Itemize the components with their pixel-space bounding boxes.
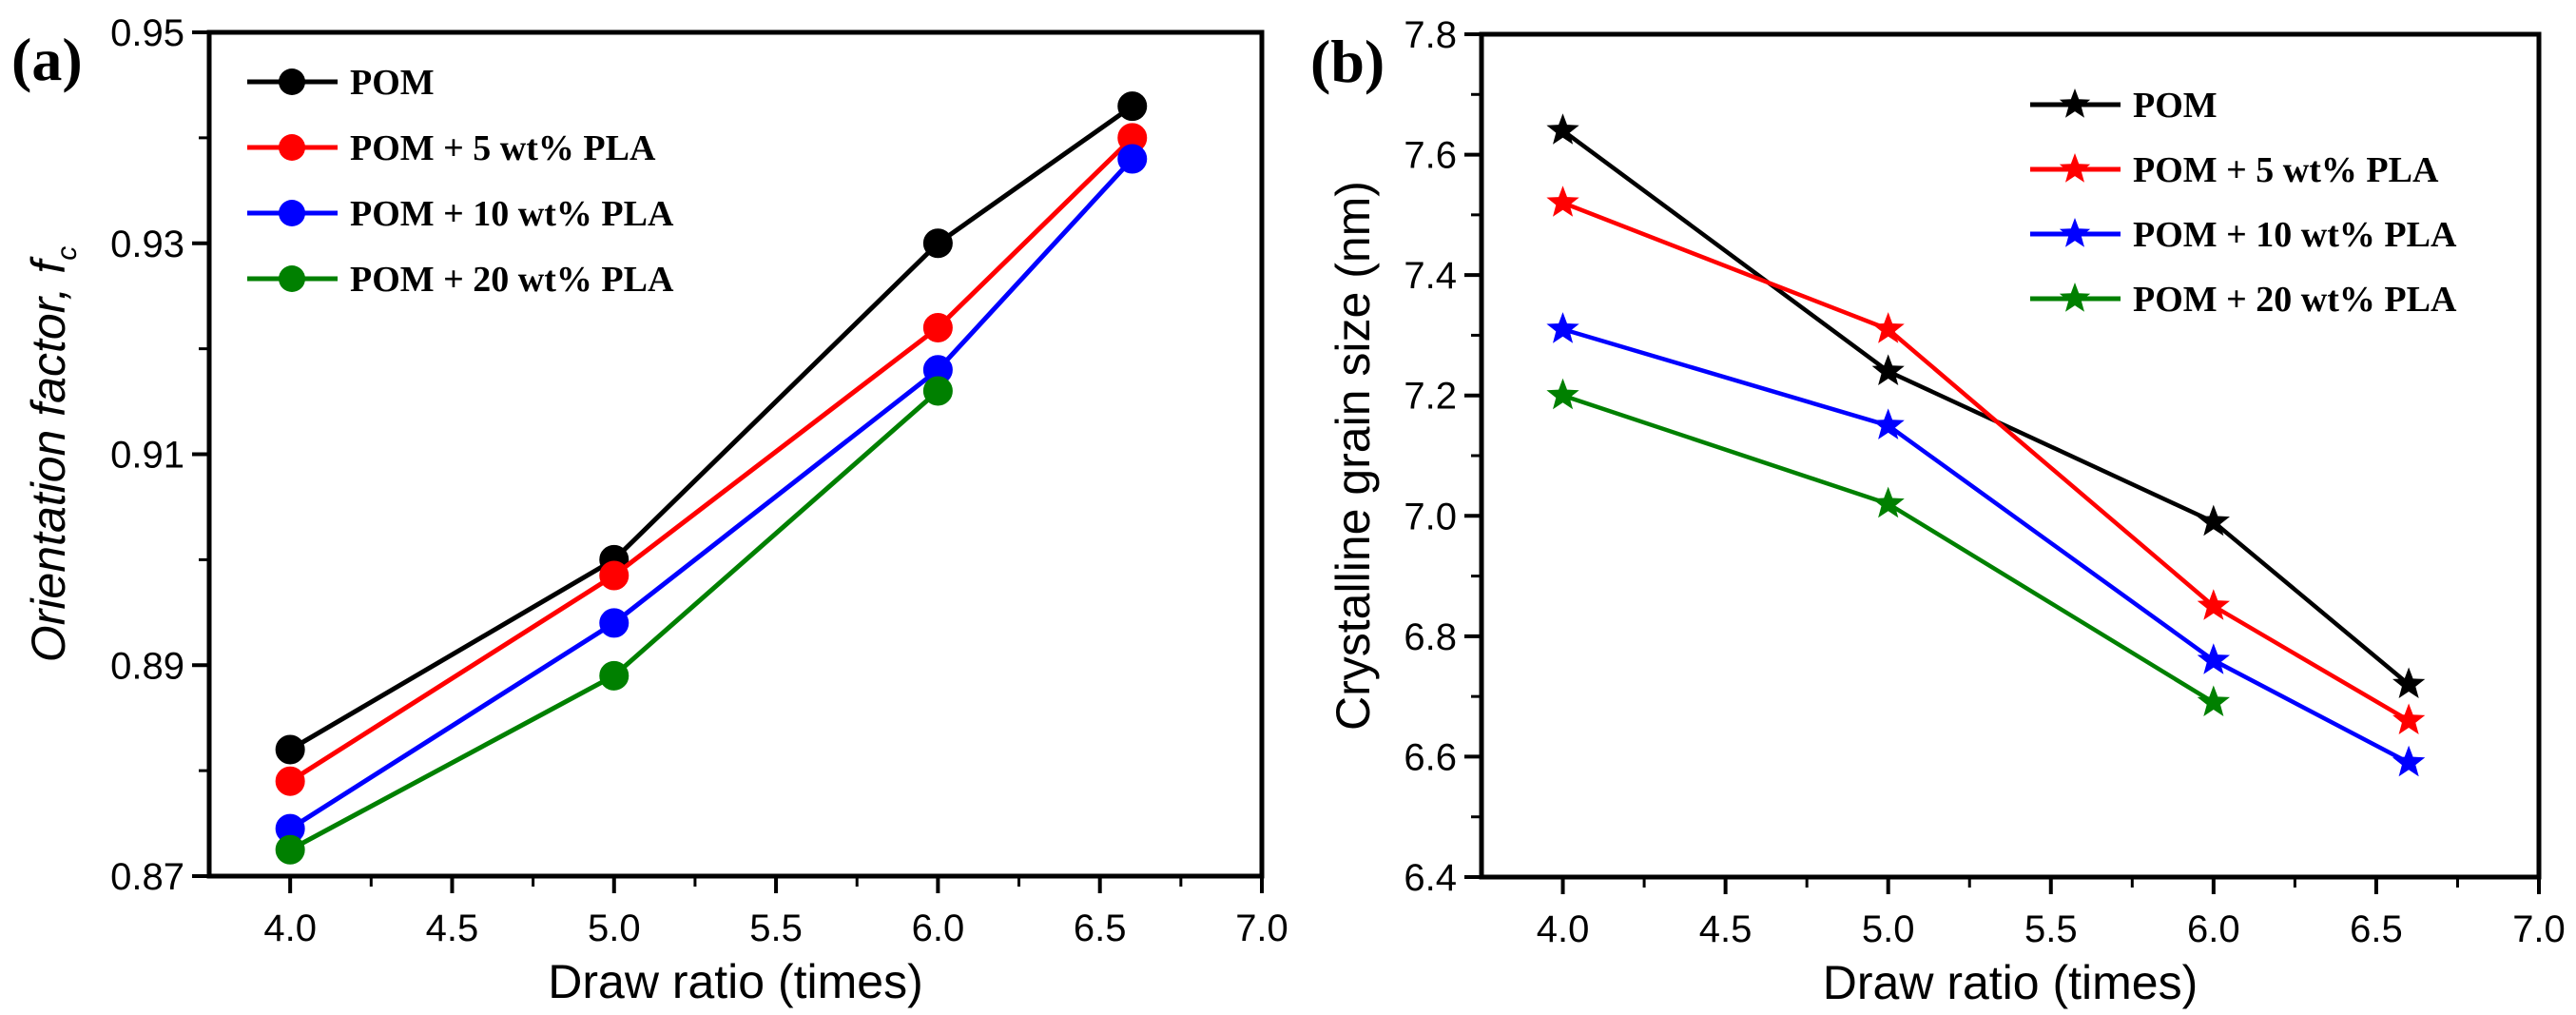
legend-label: POM + 10 wt% PLA: [350, 194, 674, 234]
series-line: [288, 157, 1134, 831]
y-tick-label: 0.89: [110, 645, 184, 687]
x-tick-label: 5.0: [588, 908, 641, 949]
chart-b: 4.0 4.5 5.0 5.5 6.0 6.5 7.0 6.4 6.6 6.8 7.0 7.2 7.4 7…: [1310, 14, 2566, 1009]
y-tick-label: 0.93: [110, 224, 184, 265]
y-tick-label: 0.91: [110, 435, 184, 477]
x-tick-label: 6.5: [2350, 908, 2403, 950]
x-tick-label: 5.5: [2024, 908, 2078, 950]
x-tick-label: 5.5: [749, 908, 803, 949]
data-point: [1117, 91, 1148, 122]
series-line: [288, 104, 1134, 752]
data-point: [1871, 354, 1905, 385]
legend-marker: [279, 68, 305, 95]
data-point: [922, 228, 953, 259]
series-line: [1561, 201, 2411, 723]
x-tick-label: 4.5: [1699, 908, 1753, 950]
legend-label: POM: [2133, 86, 2218, 126]
data-point: [1871, 312, 1905, 343]
data-point: [599, 660, 629, 691]
x-axis-label: Draw ratio (times): [1823, 956, 2198, 1009]
x-tick-label: 7.0: [2512, 908, 2566, 950]
legend-marker: [279, 265, 305, 292]
series-1: POM + 5 wt% PLA: [1546, 150, 2439, 734]
series-line: [288, 136, 1134, 784]
y-tick-label: 0.87: [110, 856, 184, 898]
legend-marker: [2059, 88, 2091, 118]
legend-label: POM + 20 wt% PLA: [2133, 280, 2457, 320]
y-tick-label: 6.4: [1404, 857, 1457, 899]
y-tick-label: 6.8: [1404, 616, 1457, 658]
series-3: POM + 20 wt% PLA: [1546, 280, 2457, 716]
x-tick-label: 6.0: [912, 908, 965, 949]
x-tick-label: 4.5: [426, 908, 479, 949]
data-point: [922, 312, 953, 342]
data-point: [599, 560, 629, 591]
data-point: [2197, 589, 2230, 620]
y-tick-label: 7.6: [1404, 135, 1457, 177]
x-tick-label: 4.0: [263, 908, 317, 949]
series-3: POM + 20 wt% PLA: [247, 260, 953, 865]
data-point: [1546, 378, 1579, 410]
data-point: [2197, 504, 2230, 537]
x-tick-label: 7.0: [1235, 908, 1288, 949]
data-point: [2197, 685, 2230, 716]
y-tick-label: 6.6: [1404, 736, 1457, 778]
y-tick-label: 7.0: [1404, 496, 1457, 537]
series-2: POM + 10 wt% PLA: [247, 144, 1148, 844]
legend-label: POM + 10 wt% PLA: [2133, 215, 2457, 255]
x-tick-label: 4.0: [1537, 908, 1590, 950]
y-tick-label: 7.8: [1404, 14, 1457, 56]
data-point: [2392, 667, 2426, 698]
y-tick-label: 0.95: [110, 12, 184, 54]
data-point: [2197, 643, 2230, 674]
series-0: POM: [1546, 86, 2426, 698]
data-point: [922, 376, 953, 406]
data-point: [275, 834, 305, 865]
series-line: [1561, 393, 2216, 705]
series-1: POM + 5 wt% PLA: [247, 123, 1148, 796]
data-point: [1871, 408, 1905, 439]
x-axis-label: Draw ratio (times): [548, 955, 922, 1008]
legend-label: POM: [350, 63, 435, 103]
legend-marker: [279, 200, 305, 226]
y-tick-label: 7.2: [1404, 376, 1457, 418]
data-point: [275, 766, 305, 796]
y-axis-label: Crystalline grain size (nm): [1327, 181, 1380, 731]
legend-marker: [2059, 153, 2091, 183]
y-axis-label-text: Crystalline grain size (nm): [1327, 181, 1380, 731]
y-axis-label-subscript: c: [51, 246, 83, 261]
x-tick-label: 5.0: [1862, 908, 1915, 950]
data-point: [2392, 703, 2426, 734]
data-point: [599, 608, 629, 638]
data-point: [2392, 745, 2426, 777]
series-line: [1561, 326, 2411, 765]
data-point: [1871, 486, 1905, 518]
series-2: POM + 10 wt% PLA: [1546, 215, 2457, 777]
y-axis-label: Orientation factor, fc: [22, 246, 83, 662]
legend-label: POM + 5 wt% PLA: [2133, 150, 2439, 190]
panel-label: (b): [1310, 28, 1385, 95]
data-point: [1546, 113, 1579, 145]
series-line: [1561, 128, 2411, 687]
x-tick-label: 6.5: [1074, 908, 1127, 949]
legend-marker: [2059, 218, 2091, 247]
legend-label: POM + 20 wt% PLA: [350, 260, 674, 300]
data-point: [1546, 312, 1579, 343]
legend-marker: [279, 134, 305, 161]
y-tick-label: 7.4: [1404, 255, 1457, 297]
y-axis-label-text: Orientation factor, f: [22, 256, 75, 663]
legend-marker: [2059, 283, 2091, 312]
data-point: [275, 734, 305, 765]
data-point: [1117, 144, 1148, 174]
legend-label: POM + 5 wt% PLA: [350, 128, 656, 168]
chart-a: 4.0 4.5 5.0 5.5 6.0 6.5 7.0 0.87 0.89 0.91 0.93 0.9…: [11, 12, 1288, 1008]
x-tick-label: 6.0: [2187, 908, 2240, 950]
data-point: [1546, 185, 1579, 217]
panel-label: (a): [11, 26, 83, 93]
